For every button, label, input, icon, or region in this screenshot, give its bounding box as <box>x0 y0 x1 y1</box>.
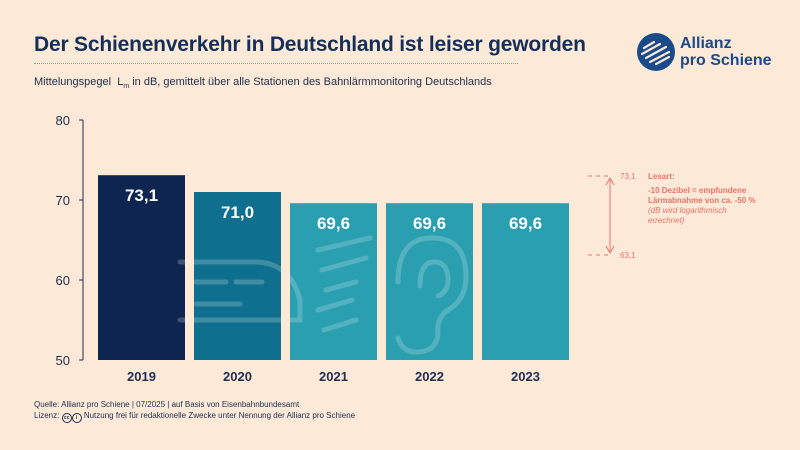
title-divider <box>34 63 518 64</box>
sound-waves-icon <box>315 235 373 333</box>
bar <box>290 203 377 360</box>
decoration-icons <box>177 235 469 355</box>
license-line: Lizenz: cc i Nutzung frei für redaktionel… <box>34 410 355 423</box>
bar-value-label: 69,6 <box>317 214 350 233</box>
annotation-top-label: 73,1 <box>620 172 636 181</box>
y-tick-label: 50 <box>56 353 70 368</box>
subtitle-symbol: L <box>117 76 124 88</box>
annotation-bottom-label: 63,1 <box>620 251 636 260</box>
y-tick-label: 80 <box>56 113 70 128</box>
globe-icon <box>637 33 675 71</box>
footer: Quelle: Allianz pro Schiene | 07/2025 | … <box>34 399 355 423</box>
cc-icon: cc <box>61 413 72 423</box>
annotation-arrow-head-up <box>605 176 615 186</box>
chart-subtitle: Mittelungspegel Lm in dB, gemittelt über… <box>34 76 492 90</box>
annotation-line1: -10 Dezibel = empfundene <box>648 186 747 195</box>
bar <box>194 192 281 360</box>
bar-value-label: 69,6 <box>413 214 446 233</box>
y-axis: 50 60 70 80 <box>56 113 84 368</box>
y-tick-label: 60 <box>56 273 70 288</box>
x-tick-label: 2021 <box>319 369 348 384</box>
subtitle-post: in dB, gemittelt über alle Stationen des… <box>132 76 492 88</box>
x-tick-label: 2023 <box>511 369 540 384</box>
by-icon: i <box>71 413 82 423</box>
x-tick-label: 2022 <box>415 369 444 384</box>
subtitle-subscript: m <box>123 83 130 91</box>
x-tick-label: 2020 <box>223 369 252 384</box>
bar <box>482 203 569 360</box>
logo-line1: Allianz <box>680 35 732 52</box>
annotation-note1: (dB wird logarithmisch <box>648 206 727 215</box>
bar-value-label: 71,0 <box>221 203 254 222</box>
x-tick-label: 2019 <box>127 369 156 384</box>
y-tick-label: 70 <box>56 193 70 208</box>
page-title: Der Schienenverkehr in Deutschland ist l… <box>34 33 586 56</box>
source-text: Quelle: Allianz pro Schiene | 07/2025 | … <box>34 400 300 409</box>
brand-logo: Allianz pro Schiene <box>636 32 776 76</box>
annotation-note2: errechnet) <box>648 216 685 225</box>
license-label: Lizenz: <box>34 411 60 420</box>
annotation-line2: Lärmabnahme von ca. -50 % <box>648 196 756 205</box>
bar-value-label: 73,1 <box>125 186 158 205</box>
license-text: Nutzung frei für redaktionelle Zwecke un… <box>83 411 356 420</box>
bar-value-label: 69,6 <box>509 214 542 233</box>
annotation-arrow-head-down <box>605 245 615 255</box>
annotation-heading: Lesart: <box>648 172 675 181</box>
bar <box>386 203 473 360</box>
logo-line2: pro Schiene <box>680 52 772 69</box>
ear-icon <box>395 235 469 355</box>
subtitle-pre: Mittelungspegel <box>34 76 112 88</box>
bar <box>98 175 185 360</box>
train-icon <box>177 259 303 323</box>
